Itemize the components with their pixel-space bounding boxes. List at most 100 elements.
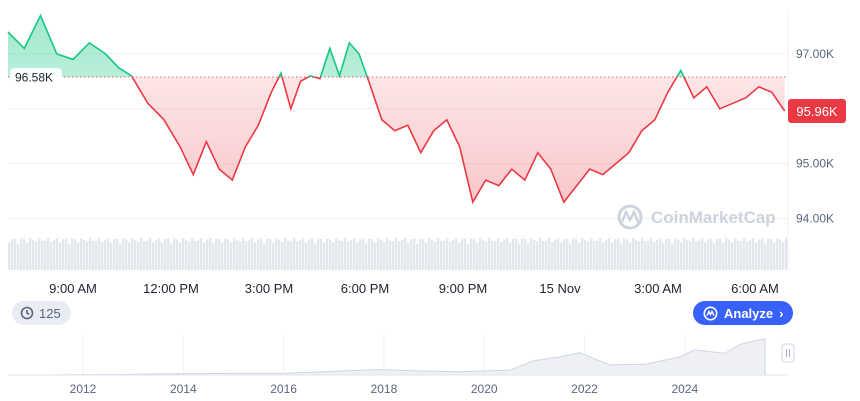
history-navigator[interactable]: 2012 2014 2016 2018 2020 2022 2024 — [8, 335, 795, 396]
analyze-label: Analyze — [724, 305, 774, 321]
analyze-icon — [703, 306, 718, 320]
volume-bar — [677, 239, 680, 270]
volume-bar — [608, 238, 611, 270]
volume-bar — [110, 242, 113, 270]
volume-bar — [53, 239, 56, 270]
volume-bar — [11, 239, 14, 270]
volume-bar — [29, 238, 32, 270]
analyze-button[interactable]: Analyze › — [693, 301, 794, 325]
volume-bar — [77, 242, 80, 270]
volume-bar — [98, 238, 101, 270]
volume-bar — [383, 241, 386, 270]
volume-bar — [704, 242, 707, 270]
volume-bar — [518, 243, 521, 270]
volume-bar — [209, 238, 212, 270]
volume-bar — [365, 243, 368, 270]
volume-bar — [62, 239, 65, 270]
volume-bar — [563, 239, 566, 270]
volume-bar — [56, 238, 59, 270]
volume-bar — [593, 240, 596, 270]
volume-bar — [686, 240, 689, 270]
volume-bar — [137, 241, 140, 270]
history-year-label: 2016 — [270, 382, 297, 396]
volume-bar — [449, 241, 452, 270]
volume-bar — [359, 239, 362, 270]
volume-bar — [515, 238, 518, 270]
volume-bar — [701, 238, 704, 270]
volume-bar — [743, 238, 746, 270]
volume-bar — [590, 238, 593, 270]
volume-bar — [47, 238, 50, 270]
volume-bar — [578, 242, 581, 270]
volume-bar — [497, 238, 500, 270]
volume-bar — [233, 238, 236, 270]
volume-bar — [530, 238, 533, 270]
volume-bar — [275, 238, 278, 270]
volume-bar — [437, 238, 440, 270]
volume-bar — [494, 240, 497, 270]
volume-bar — [710, 238, 713, 270]
volume-bar — [542, 240, 545, 270]
volume-bar — [734, 238, 737, 270]
volume-bar — [551, 241, 554, 270]
volume-bar — [773, 243, 776, 270]
grid-lines — [8, 10, 789, 270]
volume-bar — [167, 238, 170, 270]
volume-bar — [386, 238, 389, 270]
volume-bar — [242, 238, 245, 270]
history-range-handle[interactable] — [781, 343, 795, 363]
baseline: 96.58K — [8, 67, 788, 86]
volume-bar — [335, 238, 338, 270]
volume-bar — [614, 238, 617, 270]
volume-bar — [419, 238, 422, 270]
volume-bar — [323, 243, 326, 270]
volume-bar — [389, 240, 392, 270]
volume-bar — [707, 239, 710, 270]
y-tick-label: 94.00K — [796, 212, 834, 226]
volume-bar — [767, 238, 770, 270]
volume-bar — [482, 239, 485, 270]
volume-bar — [770, 238, 773, 270]
volume-bar — [413, 238, 416, 270]
volume-bar — [512, 239, 515, 270]
volume-bar — [185, 240, 188, 270]
x-tick-label: 6:00 AM — [731, 281, 779, 296]
volume-bar — [362, 238, 365, 270]
history-count-badge[interactable]: 125 — [12, 301, 71, 325]
volume-bar — [623, 238, 626, 270]
volume-bar — [536, 241, 539, 270]
volume-bar — [533, 240, 536, 270]
volume-bar — [296, 241, 299, 270]
volume-bar — [407, 242, 410, 270]
volume-bar — [59, 242, 62, 270]
volume-bar — [161, 243, 164, 270]
volume-bar — [254, 242, 257, 270]
volume-bar — [761, 238, 764, 270]
volume-bar — [317, 238, 320, 270]
volume-bar — [290, 241, 293, 270]
volume-bar — [194, 241, 197, 270]
volume-bar — [26, 242, 29, 270]
volume-bar — [698, 240, 701, 270]
volume-bar — [107, 238, 110, 270]
volume-bar — [236, 240, 239, 270]
volume-bar — [152, 242, 155, 270]
volume-bar — [464, 238, 467, 270]
area-fill-down — [8, 76, 785, 203]
volume-bar — [224, 238, 227, 270]
volume-bar — [728, 239, 731, 270]
volume-bar — [221, 243, 224, 270]
price-line-down — [131, 76, 786, 205]
volume-bar — [215, 238, 218, 270]
volume-bar — [314, 243, 317, 270]
volume-bar — [491, 240, 494, 270]
volume-bar — [452, 239, 455, 270]
volume-bar — [695, 241, 698, 270]
volume-bar — [302, 238, 305, 270]
volume-bar — [8, 242, 11, 270]
coinmarketcap-watermark: CoinMarketCap — [617, 204, 776, 230]
y-axis: 97.00K 95.00K 94.00K 95.96K — [788, 47, 846, 226]
history-year-label: 2018 — [371, 382, 398, 396]
volume-bar — [176, 239, 179, 270]
